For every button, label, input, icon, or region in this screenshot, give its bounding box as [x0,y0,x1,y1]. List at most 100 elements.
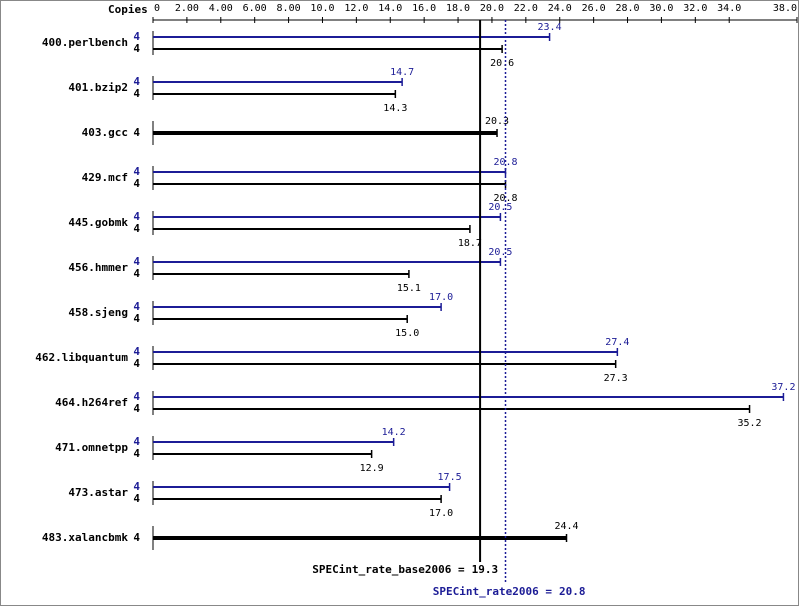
value-label: 17.5 [438,472,462,483]
value-label: 27.4 [605,337,629,348]
bar [153,36,550,38]
x-tick-label: 26.0 [582,3,606,14]
copies-label: 4 [133,87,140,100]
bar [153,261,501,263]
x-tick-label: 18.0 [446,3,470,14]
bar [153,93,396,95]
x-tick-label: 12.0 [344,3,368,14]
bar [153,453,372,455]
category-label: 401.bzip2 [68,81,128,94]
x-tick-label: 22.0 [514,3,538,14]
x-tick-label: 2.00 [175,3,199,14]
copies-label: 4 [133,492,140,505]
x-tick-label: 14.0 [378,3,402,14]
copies-label: 4 [133,210,140,223]
value-label: 35.2 [738,418,762,429]
reference-value: 19.3 [472,563,499,576]
bar [153,131,498,135]
copies-label: 4 [133,30,140,43]
category-label: 464.h264ref [55,396,128,409]
x-tick-label: 8.00 [277,3,301,14]
value-label: 23.4 [538,22,562,33]
value-label: 37.2 [771,382,795,393]
category-label: 471.omnetpp [55,441,128,454]
bar [153,486,450,488]
axis-label: Copies [108,3,148,16]
category-label: 456.hmmer [68,261,128,274]
bar [153,318,408,320]
value-label: 20.5 [488,247,512,258]
category-label: 400.perlbench [42,36,128,49]
x-tick-label: 6.00 [243,3,267,14]
value-label: 20.3 [485,116,509,127]
value-label: 14.7 [390,67,414,78]
copies-label: 4 [133,435,140,448]
bar [153,536,567,540]
category-label: 483.xalancbmk [42,531,128,544]
category-label: 473.astar [68,486,128,499]
copies-label: 4 [133,300,140,313]
bar [153,306,442,308]
x-tick-label: 16.0 [412,3,436,14]
value-label: 17.0 [429,292,453,303]
x-tick-label: 28.0 [615,3,639,14]
x-tick-label: 38.0 [773,3,797,14]
copies-label: 4 [133,222,140,235]
category-label: 462.libquantum [35,351,128,364]
bar [153,441,394,443]
bar [153,351,618,353]
copies-label: 4 [133,447,140,460]
value-label: 20.8 [493,157,517,168]
bar [153,81,403,83]
value-label: 15.1 [397,283,421,294]
copies-label: 4 [133,255,140,268]
x-tick-label: 0 [154,3,160,14]
x-tick-label: 34.0 [717,3,741,14]
value-label: 15.0 [395,328,419,339]
x-tick-label: 10.0 [310,3,334,14]
copies-label: 4 [133,345,140,358]
x-tick-label: 30.0 [649,3,673,14]
bar [153,48,503,50]
copies-label: 4 [133,42,140,55]
x-tick-label: 32.0 [683,3,707,14]
x-tick-label: 24.0 [548,3,572,14]
bar [153,498,442,500]
category-label: 429.mcf [82,171,128,184]
copies-label: 4 [133,390,140,403]
value-label: 20.6 [490,58,514,69]
reference-text: SPECint_rate_base2006 = 19.3 [312,563,498,576]
x-tick-label: 4.00 [209,3,233,14]
value-label: 18.7 [458,238,482,249]
copies-label: 4 [133,531,140,544]
value-label: 24.4 [554,521,578,532]
value-label: 14.3 [383,103,407,114]
category-label: 403.gcc [82,126,128,139]
bar [153,363,616,365]
value-label: 20.8 [493,193,517,204]
copies-label: 4 [133,165,140,178]
reference-label: SPECint_rate_base2006 = [312,563,465,576]
bar [153,171,506,173]
value-label: 27.3 [604,373,628,384]
value-label: 14.2 [382,427,406,438]
bar [153,408,750,410]
copies-label: 4 [133,357,140,370]
category-label: 445.gobmk [68,216,128,229]
value-label: 12.9 [360,463,384,474]
copies-label: 4 [133,267,140,280]
bar [153,396,784,398]
reference-value: 20.8 [559,585,586,598]
value-label: 20.5 [488,202,512,213]
value-label: 17.0 [429,508,453,519]
bar [153,228,470,230]
reference-text: SPECint_rate2006 = 20.8 [433,585,586,598]
copies-label: 4 [133,177,140,190]
category-label: 458.sjeng [68,306,128,319]
reference-label: SPECint_rate2006 = [433,585,553,598]
copies-label: 4 [133,75,140,88]
copies-label: 4 [133,480,140,493]
bar [153,273,409,275]
